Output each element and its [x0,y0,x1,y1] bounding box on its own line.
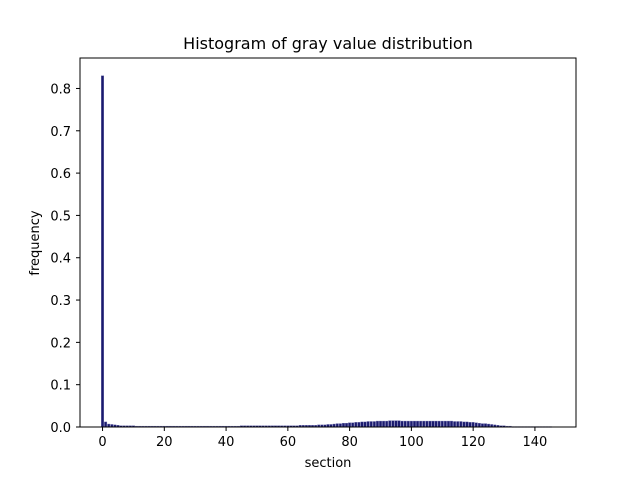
histogram-bar [419,420,423,428]
histogram-bar [366,421,370,428]
y-tick-label: 0.4 [50,252,71,267]
histogram-bar [363,421,367,428]
histogram-bar [354,422,358,428]
histogram-bar [422,420,426,428]
histogram-bar [104,421,108,428]
histogram-bar [351,422,355,428]
x-tick-label: 20 [156,435,173,450]
y-tick-label: 0.7 [50,125,71,140]
histogram-bar [345,422,348,428]
histogram-bar [450,420,453,428]
histogram-bar [388,420,392,428]
histogram-bar [431,420,435,428]
histogram-bar [375,420,379,428]
histogram-bar [400,420,404,428]
x-tick-label: 40 [218,435,235,450]
histogram-bar [409,420,413,428]
histogram-bar [443,420,447,428]
histogram-bar [394,420,398,428]
histogram-bar [480,423,484,428]
histogram-bar [462,421,466,428]
histogram-bar [397,420,401,428]
histogram-bar [101,75,104,428]
histogram-bar [425,420,429,428]
histogram-bar [453,421,457,428]
histogram-bar [335,423,339,428]
histogram-bar [484,423,487,428]
histogram-bar [465,421,469,428]
histogram-bar [403,420,407,428]
histogram-bar [428,420,432,428]
chart-title: Histogram of gray value distribution [183,34,473,53]
x-tick-label: 60 [280,435,297,450]
x-tick-label: 120 [461,435,486,450]
y-axis-label: frequency [28,210,43,276]
y-tick-label: 0.6 [50,167,71,182]
histogram-bar [434,420,438,428]
histogram-bar [382,420,386,428]
histogram-bar [459,421,463,428]
histogram-bar [468,422,472,428]
y-tick-label: 0.0 [50,421,71,436]
histogram-bar [348,422,352,428]
histogram-bar [474,422,478,428]
histogram-bar [416,420,419,428]
y-tick-label: 0.5 [50,209,71,224]
histogram-bar [391,420,395,428]
x-tick-label: 0 [98,435,106,450]
y-tick-label: 0.1 [50,379,71,394]
histogram-bar [360,421,364,428]
histogram-bar [385,420,389,428]
y-tick-label: 0.8 [50,82,71,97]
plot-frame [79,57,577,428]
histogram-bar [342,422,345,428]
histogram-bar [357,422,361,428]
histogram-bar [413,420,416,428]
histogram-bar [372,421,376,428]
x-tick-label: 80 [341,435,358,450]
x-tick-label: 100 [399,435,424,450]
y-axis-ticks: 0.0 0.1 0.2 0.3 0.4 0.5 0.6 0.7 0.8 [50,82,80,436]
histogram-bar [338,423,342,428]
histogram-bar [471,422,475,428]
histogram-bar [379,420,382,428]
x-tick-label: 140 [523,435,548,450]
histogram-bar [406,420,410,428]
histogram-bar [437,420,441,428]
x-axis-ticks: 0 20 40 60 80 100 120 140 [98,427,547,450]
histogram-bar [447,420,450,428]
histogram-bar [477,422,481,428]
histogram-bar [456,421,460,428]
histogram-bar [440,420,444,428]
y-tick-label: 0.3 [50,294,71,309]
histogram-bar [369,421,373,428]
y-tick-label: 0.2 [50,336,71,351]
x-axis-label: section [305,456,352,471]
